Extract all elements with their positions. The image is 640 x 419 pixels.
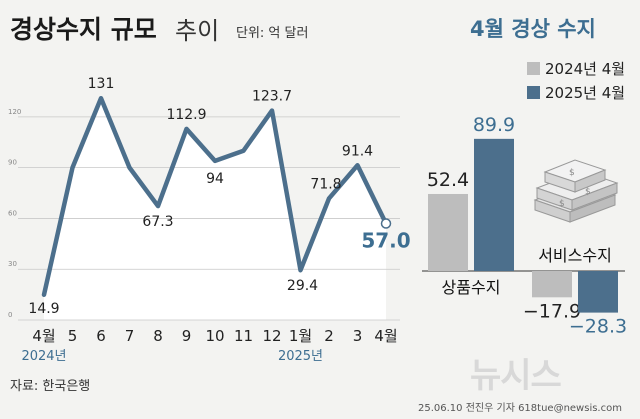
x-tick-label: 7 — [125, 327, 135, 345]
chart-area — [44, 98, 386, 320]
x-tick-label: 12 — [262, 327, 281, 345]
year-label: 2025년 — [278, 349, 323, 364]
x-tick-label: 10 — [205, 327, 224, 345]
x-tick-label: 2 — [324, 327, 334, 345]
legend-swatch-2024 — [527, 62, 540, 75]
data-label: 71.8 — [310, 176, 341, 192]
legend-label-2024: 2024년 4월 — [545, 60, 626, 78]
bar-category-label: 서비스수지 — [538, 246, 612, 265]
data-label: 112.9 — [166, 107, 206, 123]
source-note: 자료: 한국은행 — [10, 379, 91, 394]
y-tick-label: 90 — [8, 159, 17, 167]
y-tick-label: 60 — [8, 209, 17, 217]
x-tick-label: 5 — [68, 327, 78, 345]
data-label: 94 — [206, 171, 224, 187]
x-tick-label: 4월 — [32, 327, 55, 345]
y-tick-label: 120 — [8, 108, 21, 116]
x-tick-label: 3 — [353, 327, 363, 345]
bar-value-label: 52.4 — [427, 169, 469, 191]
data-label: 91.4 — [342, 143, 373, 159]
x-tick-label: 1월 — [289, 327, 312, 345]
svg-text:$: $ — [559, 199, 565, 209]
data-label: 14.9 — [28, 301, 59, 317]
legend-swatch-2025 — [527, 86, 540, 99]
bar-chart-title: 4월 경상 수지 — [470, 17, 596, 41]
bar — [474, 138, 514, 271]
data-label: 123.7 — [252, 89, 292, 105]
svg-text:$: $ — [569, 168, 575, 178]
chart-title-sub: 추이 — [175, 17, 220, 45]
legend-item-2025: 2025년 4월 — [527, 82, 625, 103]
data-label-last: 57.0 — [361, 229, 410, 253]
x-tick-label: 4월 — [374, 327, 397, 345]
bar-value-label: −17.9 — [523, 300, 581, 322]
x-tick-label: 6 — [96, 327, 106, 345]
bar-category-label: 상품수지 — [442, 278, 501, 297]
chart-title: 경상수지 규모 — [10, 15, 157, 44]
data-label: 29.4 — [287, 278, 318, 294]
svg-text:$: $ — [585, 187, 591, 197]
money-stack-icon: $ $ $ — [525, 150, 625, 234]
x-tick-label: 11 — [234, 327, 253, 345]
data-label: 67.3 — [142, 214, 173, 230]
watermark: 뉴시스 — [470, 356, 562, 396]
bar-value-label: −28.3 — [569, 316, 627, 338]
bar-value-label: 89.9 — [473, 114, 515, 136]
y-tick-label: 0 — [8, 311, 12, 319]
x-tick-label: 9 — [182, 327, 192, 345]
bar — [428, 193, 468, 271]
data-point-last — [380, 218, 392, 229]
x-tick-label: 8 — [153, 327, 163, 345]
data-label: 131 — [88, 76, 115, 92]
series-line — [41, 95, 389, 298]
credit-note: 25.06.10 전진우 기자 618tue@newsis.com — [418, 403, 622, 414]
year-label: 2024년 — [21, 349, 66, 364]
unit-label: 단위: 억 달러 — [236, 26, 309, 41]
y-tick-label: 30 — [8, 260, 17, 268]
legend-label-2025: 2025년 4월 — [545, 84, 626, 102]
bar — [578, 271, 618, 313]
bar — [532, 271, 572, 298]
legend-item-2024: 2024년 4월 — [527, 58, 625, 79]
header: 경상수지 규모 추이 단위: 억 달러 4월 경상 수지 — [0, 0, 640, 52]
